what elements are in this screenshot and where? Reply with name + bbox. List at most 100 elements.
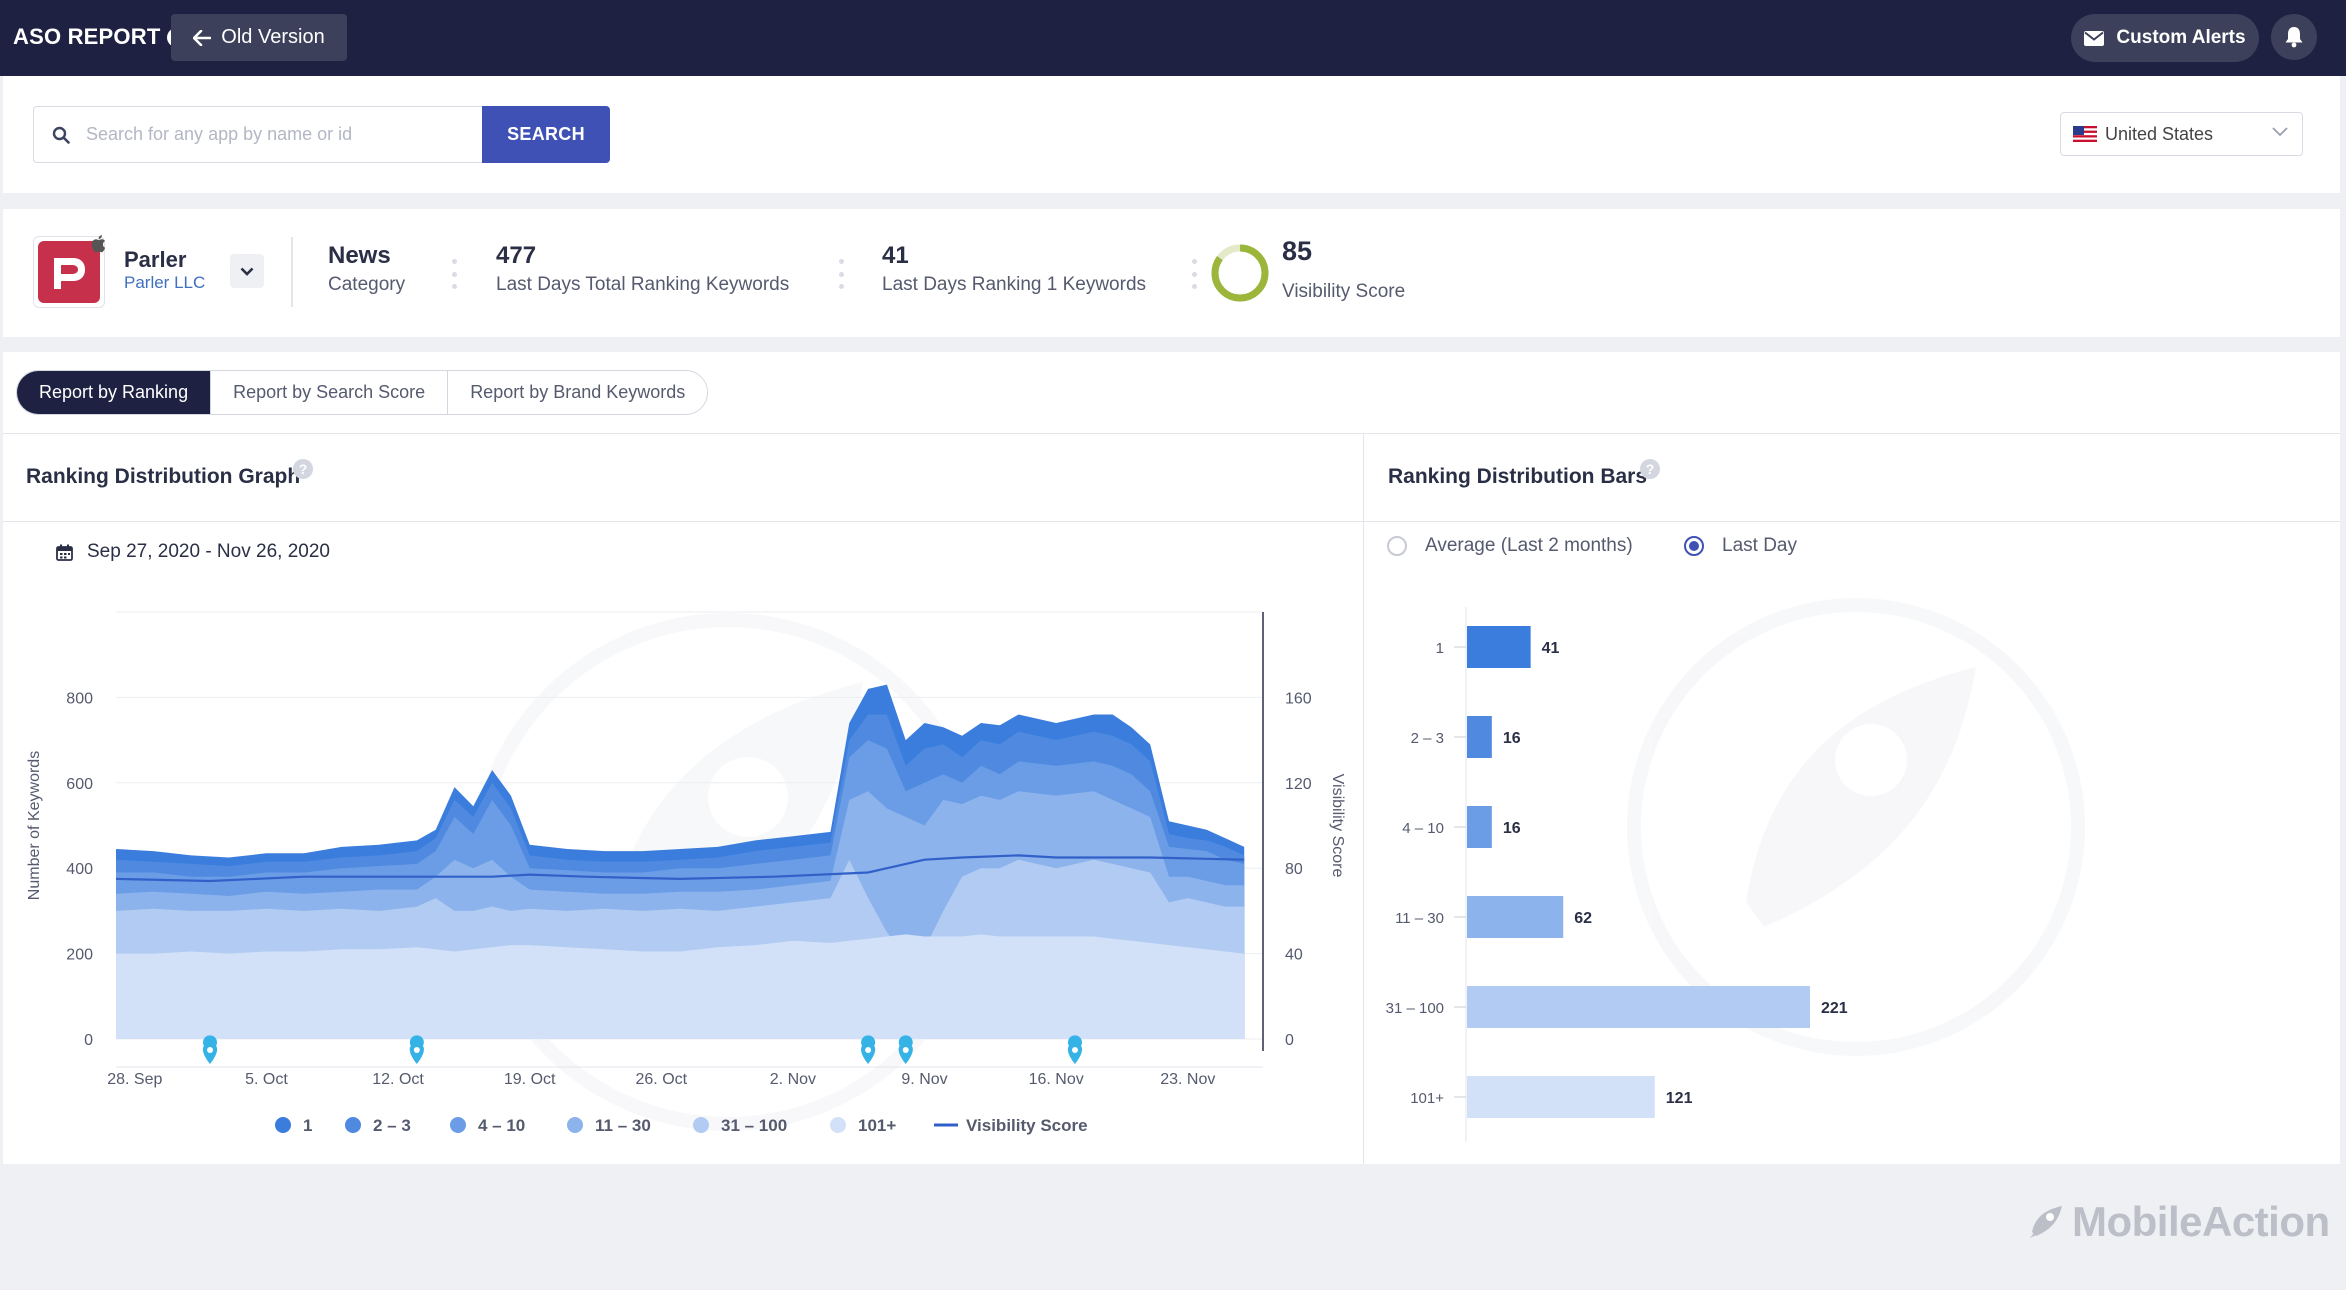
- event-marker-icon[interactable]: [202, 1035, 218, 1064]
- search-input[interactable]: [86, 124, 466, 145]
- divider: [1363, 433, 1364, 1164]
- legend-item[interactable]: 11 – 30: [567, 1116, 651, 1135]
- bar[interactable]: [1467, 806, 1492, 848]
- search-button[interactable]: SEARCH: [482, 106, 610, 163]
- country-select[interactable]: United States: [2060, 112, 2303, 156]
- rank1-keywords-label: Last Days Ranking 1 Keywords: [882, 274, 1147, 295]
- mobileaction-logo: MobileAction: [2026, 1198, 2330, 1246]
- tab-report-by-search-score[interactable]: Report by Search Score: [211, 371, 449, 414]
- bar[interactable]: [1467, 626, 1531, 668]
- x-tick-label: 28. Sep: [107, 1071, 162, 1088]
- total-keywords-label: Last Days Total Ranking Keywords: [496, 274, 790, 295]
- legend-label: 101+: [858, 1116, 896, 1135]
- tab-report-by-ranking[interactable]: Report by Ranking: [17, 371, 212, 414]
- help-icon[interactable]: ?: [1640, 459, 1660, 479]
- legend-label: 1: [303, 1116, 312, 1135]
- search-icon: [52, 126, 70, 144]
- report-panel: Report by Ranking Report by Search Score…: [3, 352, 2340, 1164]
- legend-item[interactable]: 31 – 100: [693, 1116, 787, 1135]
- divider-dots: [451, 259, 457, 289]
- ranking-distribution-bars: 1 41 2 – 3 16 4 – 10 16 11 – 30 62 31 – 100 221 10…: [1386, 598, 2085, 1142]
- apple-icon: [91, 235, 106, 253]
- y-tick-label: 2 – 3: [1411, 730, 1444, 747]
- x-tick-label: 26. Oct: [636, 1071, 688, 1088]
- parler-logo-icon: [38, 241, 100, 303]
- legend-item[interactable]: 101+: [830, 1116, 896, 1135]
- bar[interactable]: [1467, 896, 1564, 938]
- legend-item[interactable]: 4 – 10: [450, 1116, 525, 1135]
- legend-label: 4 – 10: [478, 1116, 525, 1135]
- legend-item[interactable]: 1: [275, 1116, 312, 1135]
- radio-average-dot[interactable]: [1387, 536, 1407, 556]
- old-version-label: Old Version: [221, 26, 325, 48]
- radio-last-day-dot[interactable]: [1684, 536, 1704, 556]
- visibility-score-label: Visibility Score: [1282, 281, 1406, 302]
- event-marker-icon[interactable]: [1067, 1035, 1083, 1064]
- y-tick-label: 400: [66, 861, 93, 878]
- event-marker-icon[interactable]: [861, 1035, 876, 1064]
- page-title: ASO REPORT: [13, 24, 161, 49]
- bar[interactable]: [1467, 716, 1492, 758]
- divider: [291, 237, 293, 307]
- radio-average[interactable]: Average (Last 2 months): [1387, 535, 1633, 557]
- area-series-6: [116, 934, 1245, 1039]
- event-marker-icon[interactable]: [898, 1035, 913, 1064]
- bar-value-label: 16: [1503, 820, 1521, 837]
- y-tick-label: 11 – 30: [1395, 910, 1444, 927]
- y2-tick-label: 120: [1285, 776, 1312, 793]
- tab-report-by-brand-keywords[interactable]: Report by Brand Keywords: [448, 371, 708, 414]
- footer-brand: MobileAction: [2072, 1198, 2330, 1245]
- x-tick-label: 16. Nov: [1029, 1071, 1084, 1088]
- y-tick-label: 31 – 100: [1386, 1000, 1444, 1017]
- bar-value-label: 16: [1503, 730, 1521, 747]
- legend-item[interactable]: Visibility Score: [934, 1116, 1088, 1135]
- bar-value-label: 221: [1821, 1000, 1848, 1017]
- top-bar: ASO REPORT ? Old Version Custom Alerts: [0, 0, 2346, 76]
- custom-alerts-button[interactable]: Custom Alerts: [2071, 14, 2259, 62]
- y-tick-label: 600: [66, 776, 93, 793]
- category-label: Category: [328, 274, 406, 295]
- help-icon[interactable]: ?: [293, 459, 313, 479]
- event-marker-icon[interactable]: [409, 1035, 424, 1064]
- date-range-label: Sep 27, 2020 - Nov 26, 2020: [87, 541, 330, 562]
- report-tabs: Report by Ranking Report by Search Score…: [16, 370, 709, 415]
- y-tick-label: 800: [66, 690, 93, 707]
- graph-section-title: Ranking Distribution Graph: [26, 465, 301, 488]
- divider-dots: [838, 259, 844, 289]
- category-value: News: [328, 242, 391, 269]
- custom-alerts-label: Custom Alerts: [2116, 27, 2246, 48]
- y-tick-label: 101+: [1410, 1090, 1444, 1107]
- bar[interactable]: [1467, 1076, 1655, 1118]
- brand: ASO REPORT ?: [13, 24, 187, 50]
- app-icon: [33, 236, 105, 308]
- total-keywords-value: 477: [496, 242, 537, 269]
- y-tick-label: 1: [1436, 640, 1444, 657]
- y2-axis-label: Visibility Score: [1329, 774, 1346, 878]
- rocket-icon: [2030, 1206, 2062, 1238]
- y2-tick-label: 80: [1285, 861, 1303, 878]
- rocket-watermark-icon: [1627, 598, 2085, 1056]
- chevron-down-icon: [2272, 127, 2288, 137]
- x-tick-label: 9. Nov: [901, 1071, 947, 1088]
- bar[interactable]: [1467, 986, 1810, 1028]
- app-developer[interactable]: Parler LLC: [124, 273, 206, 292]
- arrow-left-icon: [193, 29, 212, 46]
- bar-value-label: 41: [1542, 640, 1560, 657]
- y2-tick-label: 0: [1285, 1032, 1294, 1049]
- legend-item[interactable]: 2 – 3: [345, 1116, 411, 1135]
- app-name: Parler: [124, 247, 187, 272]
- calendar-icon: [56, 544, 73, 561]
- legend-label: Visibility Score: [966, 1116, 1088, 1135]
- rank1-keywords-value: 41: [882, 242, 909, 269]
- y-tick-label: 4 – 10: [1402, 820, 1444, 837]
- old-version-button[interactable]: Old Version: [171, 14, 347, 61]
- chevron-down-icon: [240, 267, 254, 276]
- envelope-icon: [2084, 30, 2105, 46]
- bars-section-title: Ranking Distribution Bars: [1388, 465, 1648, 488]
- radio-average-label: Average (Last 2 months): [1425, 535, 1633, 556]
- radio-last-day[interactable]: Last Day: [1684, 535, 1797, 557]
- app-dropdown-button[interactable]: [230, 254, 264, 288]
- date-range-picker[interactable]: Sep 27, 2020 - Nov 26, 2020: [56, 541, 330, 563]
- radio-last-day-label: Last Day: [1722, 535, 1797, 556]
- notifications-button[interactable]: [2271, 14, 2317, 60]
